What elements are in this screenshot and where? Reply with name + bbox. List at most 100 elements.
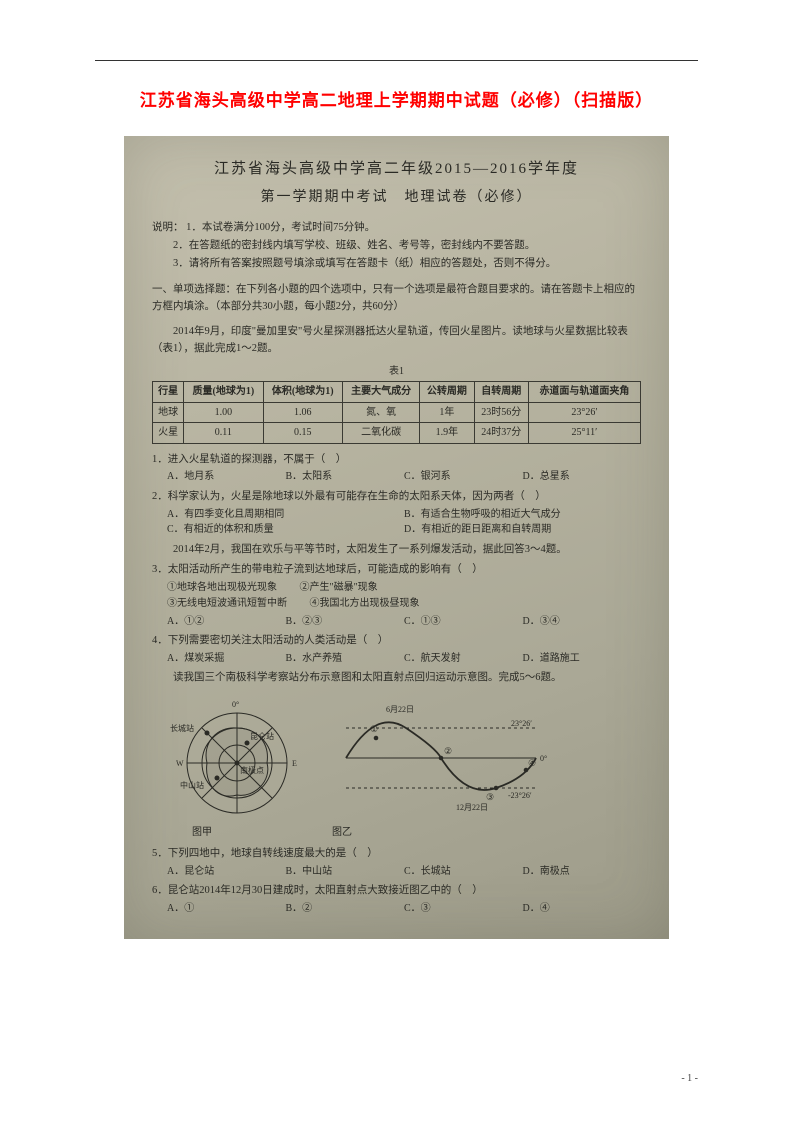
opt: A．地月系: [167, 469, 286, 485]
opt: C．长城站: [404, 864, 523, 880]
opt: D．有相近的距日距离和自转周期: [404, 522, 641, 538]
td: 火星: [153, 423, 184, 444]
opt: A．①: [167, 901, 286, 917]
opt: D．道路施工: [523, 651, 642, 667]
opt: C．③: [404, 901, 523, 917]
page-title: 江苏省海头高级中学高二地理上学期期中试题（必修）（扫描版）: [95, 86, 698, 111]
opt: A．煤炭采掘: [167, 651, 286, 667]
scan-header-1: 江苏省海头高级中学高二年级2015—2016学年度: [152, 158, 641, 181]
th: 体积(地球为1): [263, 382, 342, 403]
lat-mid: 0°: [540, 754, 547, 763]
td: 1年: [420, 402, 474, 423]
opt: A．昆仑站: [167, 864, 286, 880]
td: 1.00: [184, 402, 263, 423]
lat-top: 23°26′: [511, 719, 532, 728]
q2-stem: 2．科学家认为，火星是除地球以外最有可能存在生命的太阳系天体，因为两者（ ）: [152, 489, 641, 505]
td: 氮、氧: [342, 402, 419, 423]
q1-options: A．地月系 B．太阳系 C．银河系 D．总星系: [167, 469, 641, 485]
figures-row: 昆仑站 中山站 长城站 南极点 0° E W ① ②: [162, 693, 641, 823]
th: 质量(地球为1): [184, 382, 263, 403]
q3-items: ①地球各地出现极光现象 ②产生"磁暴"现象 ③无线电短波通讯短暂中断 ④我国北方…: [167, 580, 641, 612]
opt: D．南极点: [523, 864, 642, 880]
instr-1: 1．本试卷满分100分，考试时间75分钟。: [186, 222, 375, 233]
table-caption: 表1: [152, 364, 641, 380]
bot-date: 12月22日: [456, 803, 488, 812]
opt: B．②: [286, 901, 405, 917]
q3-stem: 3．太阳活动所产生的带电粒子流到达地球后，可能造成的影响有（ ）: [152, 562, 641, 578]
q4-stem: 4．下列需要密切关注太阳活动的人类活动是（ ）: [152, 633, 641, 649]
scanned-exam-page: 江苏省海头高级中学高二年级2015—2016学年度 第一学期期中考试 地理试卷（…: [124, 136, 669, 939]
opt: A．有四季变化且周期相同: [167, 507, 404, 523]
opt: B．②③: [286, 614, 405, 630]
opt: C．①③: [404, 614, 523, 630]
opt: B．太阳系: [286, 469, 405, 485]
page-number: - 1 -: [681, 1073, 698, 1084]
td: 23时56分: [474, 402, 528, 423]
passage-intro-2: 2014年2月，我国在欢乐与平等节时，太阳发生了一系列爆发活动，据此回答3～4题…: [152, 542, 641, 558]
section-a-intro: 一、单项选择题：在下列各小题的四个选项中，只有一个选项是最符合题目要求的。请在答…: [152, 282, 641, 316]
q5-stem: 5．下列四地中，地球自转线速度最大的是（ ）: [152, 846, 641, 862]
instr-label: 说明：: [152, 222, 184, 233]
th: 主要大气成分: [342, 382, 419, 403]
opt: A．①②: [167, 614, 286, 630]
q1-stem: 1．进入火星轨道的探测器，不属于（ ）: [152, 452, 641, 468]
figure-labels: 图甲 图乙: [192, 825, 641, 841]
label-0deg: 0°: [232, 700, 239, 709]
top-date: 6月22日: [386, 705, 414, 714]
scan-header-2: 第一学期期中考试 地理试卷（必修）: [152, 187, 641, 209]
instr-2: 2．在答题纸的密封线内填写学校、班级、姓名、考号等，密封线内不要答题。: [152, 237, 535, 255]
th: 赤道面与轨道面夹角: [528, 382, 640, 403]
passage-intro-1: 2014年9月，印度"曼加里安"号火星探测器抵达火星轨道，传回火星图片。读地球与…: [152, 324, 641, 358]
opt: D．④: [523, 901, 642, 917]
th: 公转周期: [420, 382, 474, 403]
mark-4: ④: [528, 758, 536, 768]
th: 自转周期: [474, 382, 528, 403]
fig-b-label: 图乙: [332, 825, 352, 841]
label-kunlun: 昆仑站: [250, 731, 274, 741]
td: 二氧化碳: [342, 423, 419, 444]
td: 23°26′: [528, 402, 640, 423]
mark-3: ③: [486, 792, 494, 802]
opt: D．③④: [523, 614, 642, 630]
label-e: E: [292, 759, 297, 768]
item: ④我国北方出现极昼现象: [310, 598, 420, 609]
td: 24时37分: [474, 423, 528, 444]
opt: B．水产养殖: [286, 651, 405, 667]
mark-1: ①: [370, 724, 378, 734]
q4-options: A．煤炭采掘 B．水产养殖 C．航天发射 D．道路施工: [167, 651, 641, 667]
label-nanjidian: 南极点: [240, 765, 264, 775]
figure-yi-sine-curve: ① ② ③ ④ 6月22日 12月22日 23°26′ 0° -23°26′: [326, 698, 556, 818]
opt: C．银河系: [404, 469, 523, 485]
table-header-row: 行星 质量(地球为1) 体积(地球为1) 主要大气成分 公转周期 自转周期 赤道…: [153, 382, 641, 403]
th: 行星: [153, 382, 184, 403]
opt: B．有适合生物呼吸的相近大气成分: [404, 507, 641, 523]
item: ①地球各地出现极光现象: [167, 582, 277, 593]
lat-bot: -23°26′: [508, 791, 532, 800]
instr-3: 3．请将所有答案按照题号填涂或填写在答题卡（纸）相应的答题处，否则不得分。: [152, 255, 556, 273]
label-w: W: [176, 759, 184, 768]
table-row: 火星 0.11 0.15 二氧化碳 1.9年 24时37分 25°11′: [153, 423, 641, 444]
top-rule: [95, 60, 698, 61]
table-row: 地球 1.00 1.06 氮、氧 1年 23时56分 23°26′: [153, 402, 641, 423]
planet-comparison-table: 行星 质量(地球为1) 体积(地球为1) 主要大气成分 公转周期 自转周期 赤道…: [152, 381, 641, 444]
passage-intro-3: 读我国三个南极科学考察站分布示意图和太阳直射点回归运动示意图。完成5～6题。: [152, 670, 641, 686]
opt: C．有相近的体积和质量: [167, 522, 404, 538]
figure-jia-polar-map: 昆仑站 中山站 长城站 南极点 0° E W: [162, 693, 312, 823]
td: 1.06: [263, 402, 342, 423]
q5-options: A．昆仑站 B．中山站 C．长城站 D．南极点: [167, 864, 641, 880]
td: 0.15: [263, 423, 342, 444]
item: ②产生"磁暴"现象: [300, 582, 378, 593]
td: 25°11′: [528, 423, 640, 444]
label-changcheng: 长城站: [170, 723, 194, 733]
opt: B．中山站: [286, 864, 405, 880]
q6-options: A．① B．② C．③ D．④: [167, 901, 641, 917]
item: ③无线电短波通讯短暂中断: [167, 598, 287, 609]
mark-2: ②: [444, 746, 452, 756]
opt: D．总星系: [523, 469, 642, 485]
q6-stem: 6．昆仑站2014年12月30日建成时，太阳直射点大致接近图乙中的（ ）: [152, 883, 641, 899]
td: 0.11: [184, 423, 263, 444]
td: 1.9年: [420, 423, 474, 444]
q2-options: A．有四季变化且周期相同 B．有适合生物呼吸的相近大气成分 C．有相近的体积和质…: [167, 507, 641, 538]
q3-options: A．①② B．②③ C．①③ D．③④: [167, 614, 641, 630]
td: 地球: [153, 402, 184, 423]
